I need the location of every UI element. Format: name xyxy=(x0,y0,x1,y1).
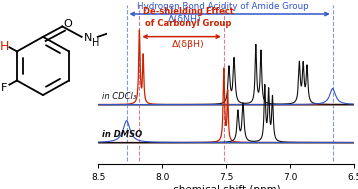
Text: H: H xyxy=(92,38,99,48)
Text: Δ(δNH): Δ(δNH) xyxy=(168,15,202,24)
Text: De-shielding Effect: De-shielding Effect xyxy=(142,7,233,16)
Text: F: F xyxy=(1,83,7,93)
X-axis label: chemical shift (ppm): chemical shift (ppm) xyxy=(173,185,280,189)
Text: in CDCl₃: in CDCl₃ xyxy=(102,92,136,101)
Text: in DMSO: in DMSO xyxy=(102,130,142,139)
Text: Hydrogen Bond Acidity of Amide Group: Hydrogen Bond Acidity of Amide Group xyxy=(137,2,309,11)
Text: O: O xyxy=(63,19,72,29)
Text: H: H xyxy=(0,40,9,53)
Text: N: N xyxy=(84,33,92,43)
Text: of Carbonyl Group: of Carbonyl Group xyxy=(145,19,231,28)
Text: Δ(δβH): Δ(δβH) xyxy=(172,40,204,49)
